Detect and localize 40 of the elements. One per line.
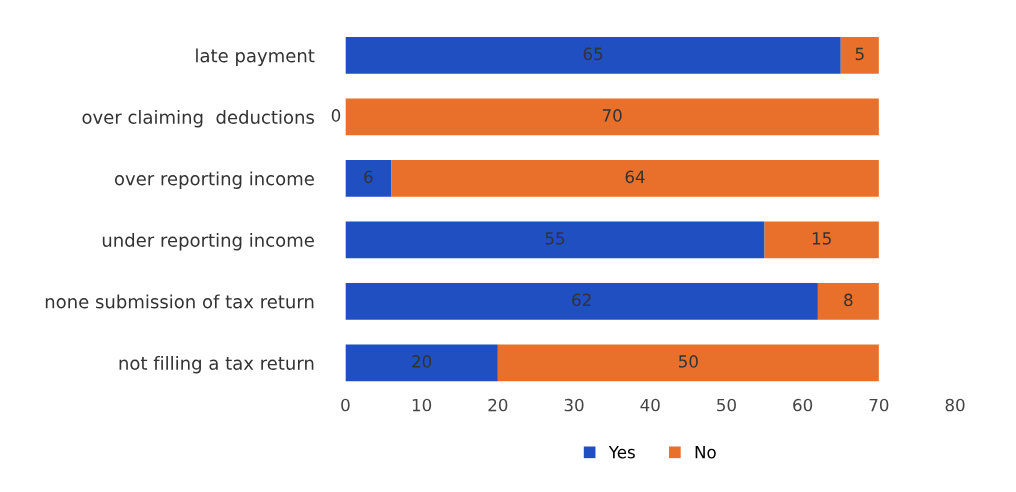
bar xyxy=(497,344,879,382)
y-tick-label: over reporting income xyxy=(114,171,314,189)
data-label: 55 xyxy=(545,232,565,245)
x-tick-label: 10 xyxy=(412,398,432,412)
x-tick-label: 30 xyxy=(564,398,584,412)
y-tick-label: late payment xyxy=(196,48,315,66)
bar xyxy=(345,36,841,74)
data-label: 62 xyxy=(572,293,591,307)
data-label: 20 xyxy=(412,355,432,368)
bar xyxy=(345,159,392,197)
bar xyxy=(391,159,879,197)
y-tick-label: not filling a tax return xyxy=(119,355,314,374)
legend-label: Yes xyxy=(608,446,635,459)
bar xyxy=(345,282,818,320)
x-tick-label: 40 xyxy=(640,398,660,412)
x-tick-label: 20 xyxy=(488,398,508,412)
data-label: 64 xyxy=(625,170,645,184)
x-tick-label: 70 xyxy=(869,398,889,412)
bar xyxy=(817,282,879,320)
y-tick-label: none submission of tax return xyxy=(45,294,314,309)
x-tick-label: 0 xyxy=(341,398,350,412)
data-label: 50 xyxy=(679,355,698,368)
data-label: 8 xyxy=(844,293,853,307)
data-label: 6 xyxy=(364,170,373,184)
bar xyxy=(345,221,765,259)
bar xyxy=(840,36,879,74)
data-label: 70 xyxy=(602,109,622,122)
annotation: 0 xyxy=(331,109,341,122)
bar xyxy=(345,344,498,382)
x-tick-label: 60 xyxy=(793,398,813,412)
bar xyxy=(345,98,879,136)
data-label: 15 xyxy=(812,232,831,245)
y-tick-label: under reporting income xyxy=(102,232,314,251)
data-label: 65 xyxy=(583,47,603,61)
bar xyxy=(764,221,879,259)
legend-label: No xyxy=(695,446,716,459)
y-tick-label: over claiming deductions xyxy=(82,109,314,128)
x-tick-label: 50 xyxy=(717,398,736,412)
data-label: 5 xyxy=(855,47,864,61)
x-tick-label: 80 xyxy=(945,398,965,412)
